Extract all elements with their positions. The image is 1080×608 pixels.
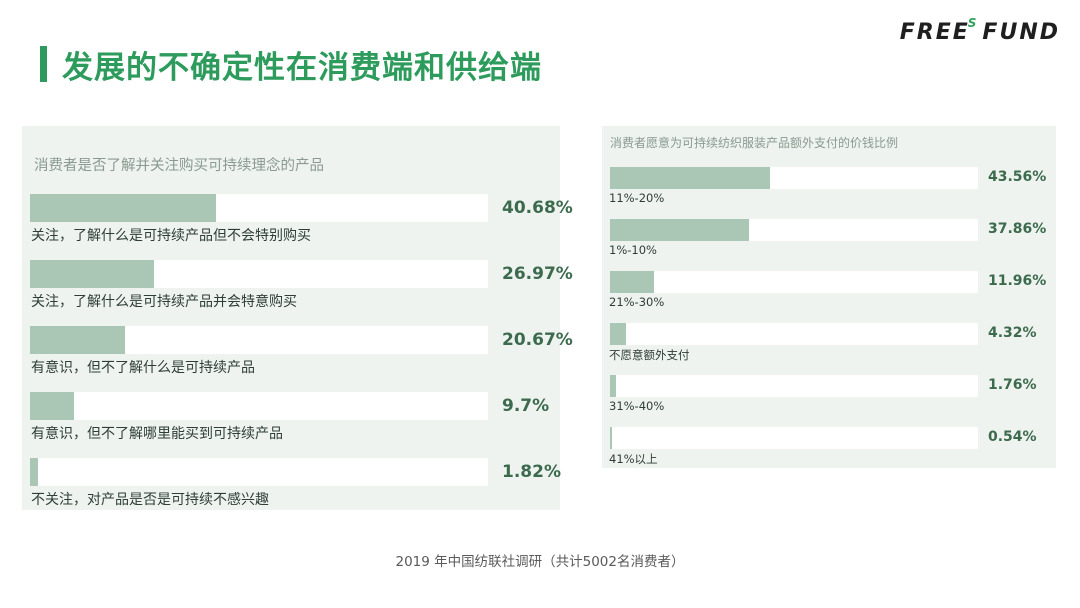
bar-track [30, 458, 488, 486]
bar-track [610, 323, 978, 345]
bar [30, 194, 217, 222]
category-label: 有意识，但不了解哪里能买到可持续产品 [31, 426, 283, 442]
chart-title: 消费者愿意为可持续纺织服装产品额外支付的价钱比例 [610, 136, 899, 150]
bar-track [610, 167, 978, 189]
bar [610, 427, 612, 449]
category-label: 11%-20% [609, 191, 665, 205]
category-label: 不关注，对产品是否是可持续不感兴趣 [31, 492, 269, 508]
brand-name-part1: FREE [899, 20, 970, 45]
chart-awareness: 消费者是否了解并关注购买可持续理念的产品 40.68% 关注，了解什么是可持续产品… [22, 126, 573, 510]
category-label: 关注，了解什么是可持续产品但不会特别购买 [31, 228, 311, 244]
data-label: 1.82% [502, 462, 561, 482]
data-label: 9.7% [502, 396, 550, 416]
source-note: 2019 年中国纺联社调研（共计5002名消费者） [395, 554, 685, 570]
bar-track [610, 219, 978, 241]
bar [610, 219, 750, 241]
bar [30, 326, 125, 354]
data-label: 37.86% [988, 221, 1047, 237]
brand-superscript: S [967, 16, 979, 30]
bar-track [610, 375, 978, 397]
category-label: 不愿意额外支付 [609, 348, 690, 362]
category-label: 21%-30% [609, 295, 665, 309]
bar-track [30, 260, 488, 288]
bar [610, 271, 654, 293]
bar [610, 167, 771, 189]
bar [30, 260, 154, 288]
chart-title: 消费者是否了解并关注购买可持续理念的产品 [34, 158, 324, 174]
bar-track [30, 194, 488, 222]
bar-track [610, 271, 978, 293]
bar [30, 458, 39, 486]
category-label: 1%-10% [609, 243, 657, 257]
data-label: 4.32% [988, 325, 1037, 341]
category-label: 有意识，但不了解什么是可持续产品 [31, 360, 255, 376]
category-label: 31%-40% [609, 399, 665, 413]
bar-track [30, 326, 488, 354]
brand-name-part2: FUND [982, 20, 1060, 45]
bar [30, 392, 75, 420]
chart-willingness-to-pay: 消费者愿意为可持续纺织服装产品额外支付的价钱比例 43.56% 11%-20% 37… [602, 126, 1056, 468]
data-label: 43.56% [988, 169, 1047, 185]
brand-logo: FREES FUND [899, 16, 1060, 45]
bar [610, 323, 626, 345]
data-label: 0.54% [988, 429, 1037, 445]
data-label: 1.76% [988, 377, 1037, 393]
category-label: 关注，了解什么是可持续产品并会特意购买 [31, 294, 297, 310]
title-accent-bar [40, 46, 47, 82]
bar-track [610, 427, 978, 449]
bar [610, 375, 617, 397]
data-label: 11.96% [988, 273, 1047, 289]
data-label: 20.67% [502, 330, 573, 350]
category-label: 41%以上 [609, 452, 658, 466]
bar-track [30, 392, 488, 420]
data-label: 40.68% [502, 198, 573, 218]
page-title: 发展的不确定性在消费端和供给端 [62, 50, 542, 86]
data-label: 26.97% [502, 264, 573, 284]
